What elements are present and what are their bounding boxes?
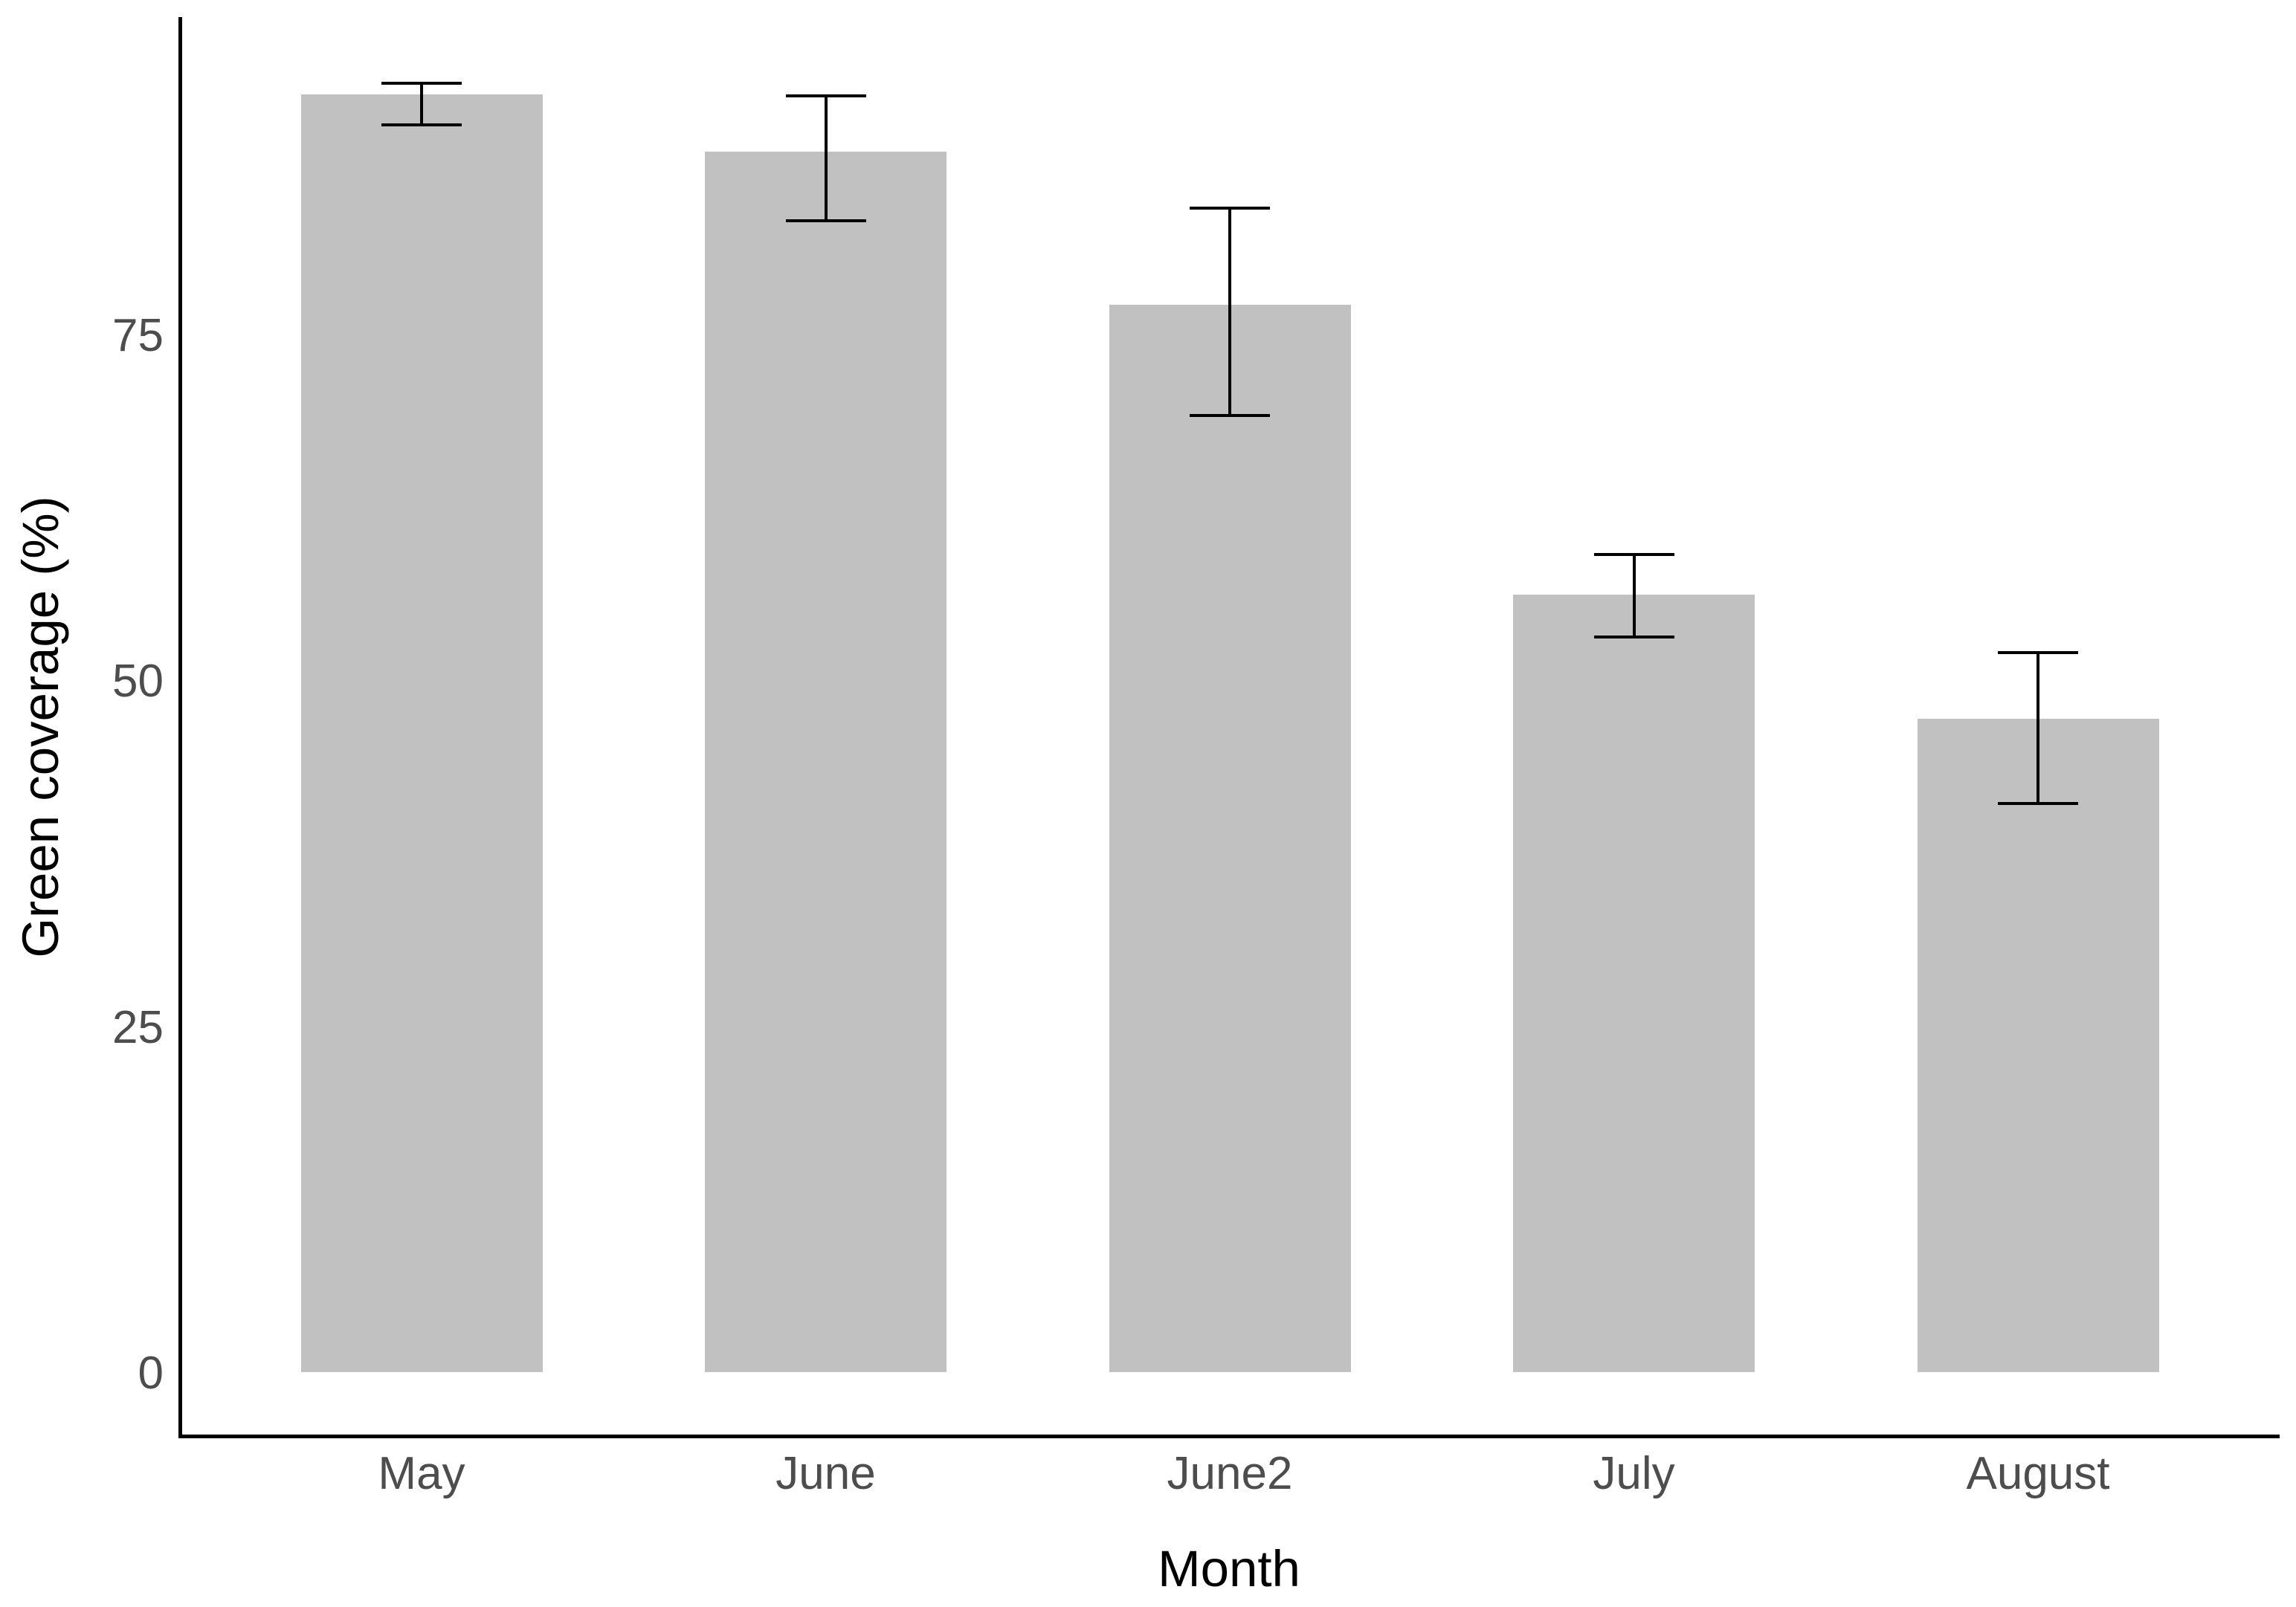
y-tick-label-75: 75: [112, 309, 164, 361]
error-bar-line-May: [420, 83, 423, 126]
bar-June2: [1109, 305, 1351, 1372]
x-tick-label-July: July: [1593, 1448, 1675, 1499]
x-axis-line: [178, 1435, 2280, 1438]
error-bar-line-August: [2037, 652, 2039, 804]
y-axis-line: [178, 17, 182, 1438]
x-axis-title: Month: [1158, 1540, 1300, 1597]
error-bar-line-June: [824, 96, 828, 221]
x-tick-label-June2: June2: [1167, 1448, 1293, 1499]
bar-June: [705, 151, 947, 1372]
bar-May: [300, 94, 543, 1372]
error-bar-cap-top-May: [381, 82, 462, 85]
error-bar-line-June2: [1228, 208, 1231, 416]
y-tick-label-25: 25: [112, 1001, 164, 1053]
bar-July: [1513, 594, 1755, 1372]
y-tick-label-0: 0: [138, 1348, 164, 1399]
error-bar-cap-top-June2: [1190, 207, 1270, 210]
bar-August: [1917, 719, 2159, 1372]
error-bar-cap-bottom-May: [381, 123, 462, 127]
error-bar-cap-bottom-August: [1998, 801, 2078, 805]
error-bar-cap-bottom-July: [1593, 636, 1674, 639]
y-tick-label-50: 50: [112, 656, 164, 707]
error-bar-cap-top-July: [1593, 552, 1674, 556]
error-bar-cap-top-August: [1998, 650, 2078, 654]
x-tick-label-August: August: [1966, 1448, 2110, 1499]
y-axis-title: Green coverage (%): [12, 496, 69, 958]
error-bar-cap-bottom-June2: [1190, 414, 1270, 418]
x-tick-label-May: May: [378, 1448, 465, 1499]
error-bar-cap-bottom-June: [785, 219, 866, 222]
error-bar-cap-top-June: [785, 94, 866, 98]
error-bar-line-July: [1632, 554, 1636, 638]
x-tick-label-June: June: [775, 1448, 876, 1499]
